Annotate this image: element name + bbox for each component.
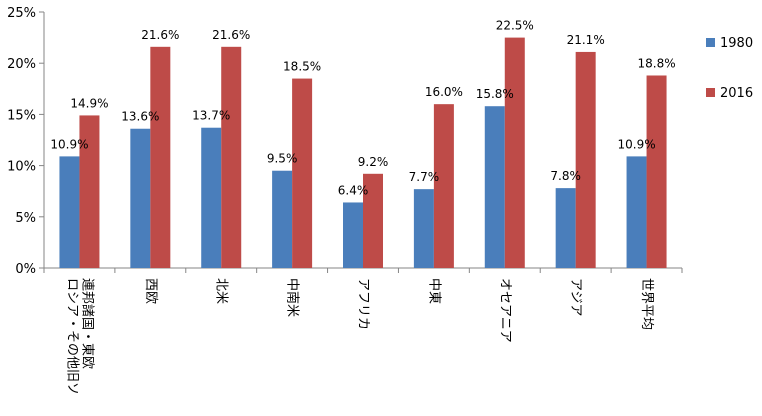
- bar-1980-7: [555, 188, 576, 268]
- y-tick-label: 10%: [7, 160, 36, 175]
- x-category-label: アジア: [568, 278, 583, 316]
- x-category-label: ロシア・その他旧ソ: [64, 278, 79, 395]
- x-category-label: 中東: [426, 278, 442, 304]
- bar-2016-6: [504, 37, 525, 268]
- legend-swatch-1980: [706, 38, 715, 47]
- bar-2016-5: [433, 104, 454, 268]
- data-label-2016-0: 14.9%: [70, 96, 108, 110]
- legend-label-2016: 2016: [720, 86, 753, 101]
- x-axis: ロシア・その他旧ソ 連邦諸国・東欧 西欧 北米 中南米 アフリカ 中東 オセアニア アジア 世界平…: [43, 267, 683, 395]
- data-label-2016-8: 18.8%: [637, 56, 675, 70]
- data-label-1980-7: 7.8%: [550, 169, 581, 183]
- bars: [59, 37, 667, 269]
- bar-1980-1: [130, 128, 151, 268]
- bar-1980-8: [626, 156, 647, 268]
- bar-1980-5: [413, 189, 434, 268]
- data-label-1980-0: 10.9%: [50, 137, 88, 151]
- bar-1980-0: [59, 156, 80, 268]
- bar-2016-1: [150, 46, 171, 269]
- data-label-1980-3: 9.5%: [267, 152, 298, 166]
- data-label-2016-7: 21.1%: [567, 33, 605, 47]
- y-axis: 0% 5% 10% 15% 20% 25%: [7, 6, 45, 277]
- bar-2016-3: [292, 78, 313, 268]
- data-label-2016-2: 21.6%: [212, 28, 250, 42]
- bar-2016-4: [363, 173, 383, 268]
- bar-1980-2: [201, 127, 222, 268]
- y-tick-label: 0%: [15, 262, 36, 277]
- data-label-2016-4: 9.2%: [358, 155, 389, 169]
- bar-2016-8: [646, 75, 667, 268]
- data-labels: 10.9% 13.6% 13.7% 9.5% 6.4% 7.7% 15.8% 7.8% 10.9…: [50, 19, 675, 198]
- x-category-label: 世界平均: [639, 278, 654, 330]
- x-category-label: アフリカ: [356, 278, 371, 330]
- data-label-2016-6: 22.5%: [496, 19, 534, 33]
- bar-2016-2: [221, 46, 242, 269]
- data-label-2016-5: 16.0%: [425, 85, 463, 99]
- data-label-1980-6: 15.8%: [476, 87, 514, 101]
- bar-2016-0: [79, 115, 100, 268]
- data-label-1980-8: 10.9%: [617, 137, 655, 151]
- data-label-2016-1: 21.6%: [141, 28, 179, 42]
- x-category-label: 中南米: [285, 278, 301, 317]
- bar-1980-3: [272, 170, 293, 268]
- x-category-label: 連邦諸国・東欧: [79, 278, 95, 369]
- y-tick-label: 25%: [7, 6, 36, 21]
- y-tick-label: 5%: [15, 211, 36, 226]
- data-label-1980-1: 13.6%: [121, 110, 159, 124]
- y-tick-label: 15%: [7, 108, 36, 123]
- data-label-1980-5: 7.7%: [409, 170, 440, 184]
- legend-swatch-2016: [706, 88, 715, 97]
- x-category-label: オセアニア: [497, 278, 512, 343]
- data-label-2016-3: 18.5%: [283, 60, 321, 74]
- y-tick-label: 20%: [7, 57, 36, 72]
- data-label-1980-2: 13.7%: [192, 109, 230, 123]
- legend-label-1980: 1980: [720, 36, 753, 51]
- bar-1980-4: [343, 202, 363, 268]
- bar-1980-6: [484, 106, 505, 268]
- legend: 1980 2016: [706, 36, 753, 101]
- x-category-label: 北米: [214, 278, 229, 304]
- bar-2016-7: [575, 51, 596, 268]
- data-label-1980-4: 6.4%: [338, 183, 369, 197]
- x-category-label: 西欧: [143, 278, 158, 304]
